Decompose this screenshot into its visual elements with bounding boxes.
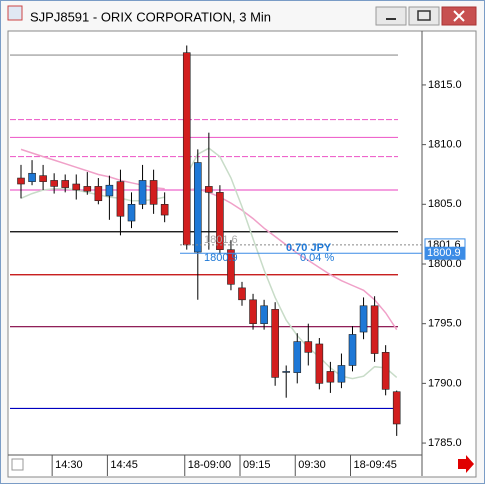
x-tick-label: 14:45: [110, 459, 138, 471]
candle-body: [392, 391, 401, 425]
candle-body: [39, 175, 47, 182]
candle-body: [271, 309, 279, 378]
y-tick-label: 1795.0: [428, 318, 462, 330]
y-tick-label: 1815.0: [428, 79, 462, 91]
x-tick-label: 18-09:00: [188, 459, 231, 471]
maximize-button[interactable]: [408, 6, 440, 26]
candle-body: [83, 186, 92, 192]
candle-body: [216, 192, 224, 250]
minimize-button[interactable]: [375, 6, 407, 26]
candle-body: [160, 204, 169, 216]
candle-body: [72, 183, 81, 191]
maximize-icon: [417, 10, 431, 21]
y-tick-label: 1790.0: [428, 377, 462, 389]
x-tick-label: 18-09:45: [354, 459, 397, 471]
candle-body: [337, 365, 346, 383]
candle-body: [304, 341, 313, 353]
window-icon: [7, 5, 23, 21]
price-tag-label: 1800.9: [427, 247, 461, 259]
candle-body: [260, 305, 268, 324]
x-tick-label: 09:15: [243, 459, 271, 471]
corner-box[interactable]: [11, 458, 24, 471]
candle-body: [17, 177, 25, 185]
candle-body: [326, 371, 335, 383]
x-tick-label: 14:30: [55, 459, 83, 471]
measure-label: 0.04 %: [300, 252, 334, 264]
candle-body: [116, 181, 125, 217]
candle-body: [293, 341, 302, 373]
candle-body: [205, 186, 213, 193]
candle-body: [282, 371, 291, 373]
x-tick-label: 09:30: [298, 459, 326, 471]
y-tick-label: 1805.0: [428, 198, 462, 210]
candle-body: [127, 204, 136, 222]
candle-body: [182, 52, 191, 246]
scroll-arrow[interactable]: [458, 455, 474, 473]
candle-body: [370, 305, 379, 354]
candle-body: [194, 162, 202, 253]
window-title: SJPJ8591 - ORIX CORPORATION, 3 Min: [30, 9, 271, 24]
y-tick-label: 1810.0: [428, 139, 462, 151]
y-tick-label: 1800.0: [428, 258, 462, 270]
candle-body: [238, 287, 246, 301]
price-label: 1800.9: [204, 252, 238, 264]
candle-body: [227, 249, 235, 285]
chart-area: [7, 30, 477, 478]
candle-body: [138, 180, 147, 205]
candle-body: [315, 343, 324, 384]
candle-body: [50, 180, 58, 187]
candle-body: [61, 180, 70, 188]
price-tag: [424, 246, 466, 260]
measure-label: 0.70 JPY: [286, 242, 332, 254]
y-tick-label: 1785.0: [428, 437, 462, 449]
candle-body: [105, 184, 114, 197]
candle-body: [94, 186, 103, 202]
candle-body: [249, 299, 257, 324]
candle-body: [28, 172, 36, 182]
candle-body: [348, 334, 357, 366]
candle-body: [149, 180, 158, 205]
price-label: 1801.6: [204, 234, 238, 246]
close-icon: [453, 10, 465, 22]
candle-body: [359, 305, 368, 333]
candle-body: [381, 352, 390, 390]
